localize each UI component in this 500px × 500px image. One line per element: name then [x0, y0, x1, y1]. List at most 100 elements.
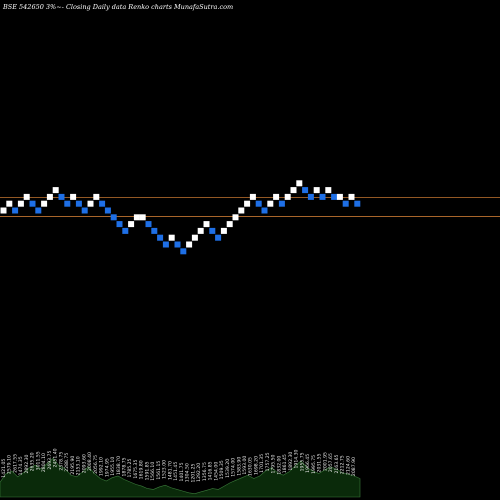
renko-brick-down	[75, 200, 82, 207]
renko-brick-up	[6, 200, 13, 207]
volume-label: 2378.75	[58, 452, 64, 471]
renko-brick-up	[232, 214, 239, 221]
renko-brick-down	[307, 193, 314, 200]
renko-brick-up	[284, 193, 291, 200]
renko-brick-down	[278, 200, 285, 207]
volume-label: 2056.75	[93, 455, 99, 474]
renko-brick-down	[145, 221, 152, 228]
volume-label: 1675.35	[133, 460, 139, 479]
renko-brick-up	[139, 214, 146, 221]
volume-labels: 1421.05 2579.10 2617.55 1474.35 2892.30 2635.…	[1, 448, 357, 482]
volume-label: 1561.15	[156, 461, 162, 480]
renko-brick-up	[220, 227, 227, 234]
volume-label: 1757.25	[265, 452, 271, 471]
volume-label: 3011.55	[35, 451, 41, 470]
renko-brick-up	[70, 193, 77, 200]
renko-brick-up	[325, 187, 332, 194]
volume-label: 2617.55	[12, 454, 18, 473]
renko-brick-down	[209, 227, 216, 234]
renko-brick-up	[313, 187, 320, 194]
renko-brick-up	[348, 193, 355, 200]
volume-label: 1454.00	[213, 462, 219, 481]
volume-label: 2163.65	[334, 454, 340, 473]
volume-label: 1416.85	[208, 461, 214, 480]
volume-label: 2579.10	[7, 455, 13, 474]
volume-label: 2124.60	[345, 456, 351, 475]
volume-area	[0, 457, 361, 498]
volume-label: 1630.05	[248, 457, 254, 476]
volume-label: 2693.75	[47, 451, 53, 470]
renko-brick-down	[122, 227, 129, 234]
volume-label: 1892.30	[288, 452, 294, 471]
volume-label: 1421.05	[1, 459, 7, 478]
volume-label: 1698.20	[253, 456, 259, 475]
renko-brick-down	[354, 200, 361, 207]
renko-brick-up	[93, 193, 100, 200]
volume-label: 2008.40	[87, 452, 93, 471]
volume-label: 1619.80	[139, 460, 145, 479]
renko-brick-up	[238, 207, 245, 214]
renko-brick-up	[23, 193, 30, 200]
renko-brick-down	[180, 248, 187, 255]
volume-label: 1995.75	[311, 455, 317, 474]
renko-brick-down	[215, 234, 222, 241]
renko-brick-down	[174, 241, 181, 248]
volume-label: 2451.40	[53, 448, 59, 467]
renko-brick-down	[342, 200, 349, 207]
volume-label: 1785.25	[127, 458, 133, 477]
volume-label: 1523.00	[162, 460, 168, 479]
renko-brick-down	[12, 207, 19, 214]
volume-label: 1304.50	[185, 463, 191, 482]
renko-brick-down	[255, 200, 262, 207]
renko-brick-down	[261, 207, 268, 214]
volume-label: 1914.30	[294, 449, 300, 468]
volume-label: 1992.10	[99, 457, 105, 476]
renko-brick-down	[331, 193, 338, 200]
renko-brick-up	[226, 221, 233, 228]
volume-label: 1509.35	[219, 460, 225, 479]
volume-label: 1955.75	[299, 452, 305, 471]
renko-brick-down	[151, 227, 158, 234]
renko-brick-up	[0, 207, 7, 214]
volume-label: 1481.70	[167, 461, 173, 480]
volume-label: 1474.35	[18, 456, 24, 475]
renko-brick-up	[296, 180, 303, 187]
renko-brick-down	[157, 234, 164, 241]
volume-label: 2153.10	[76, 456, 82, 475]
volume-label: 1451.45	[173, 462, 179, 481]
volume-label: 2635.20	[30, 452, 36, 471]
renko-brick-down	[110, 214, 117, 221]
volume-label: 1356.75	[202, 462, 208, 481]
renko-brick-down	[29, 200, 36, 207]
volume-label: 1966.45	[305, 454, 311, 473]
volume-label: 1832.00	[276, 456, 282, 475]
renko-brick-up	[87, 200, 94, 207]
volume-label: 1539.20	[225, 459, 231, 478]
renko-brick-up	[133, 214, 140, 221]
renko-brick-up	[186, 241, 193, 248]
renko-brick-up	[191, 234, 198, 241]
renko-brick-down	[302, 187, 309, 194]
volume-label: 2093.60	[81, 454, 87, 473]
volume-label: 1593.00	[242, 456, 248, 475]
volume-label: 1591.85	[144, 461, 150, 480]
renko-brick-up	[52, 187, 59, 194]
volume-label: 1292.20	[196, 463, 202, 482]
renko-brick-down	[319, 193, 326, 200]
chart-title: BSE 542650 3%~- Closing Daily data Renko…	[2, 3, 233, 11]
renko-brick-down	[35, 207, 42, 214]
renko-bricks	[0, 180, 361, 255]
renko-brick-up	[17, 200, 24, 207]
volume-label: 1974.95	[104, 458, 110, 477]
renko-brick-up	[336, 193, 343, 200]
renko-brick-down	[81, 207, 88, 214]
renko-brick-down	[64, 200, 71, 207]
volume-label: 1955.10	[110, 457, 116, 476]
renko-brick-up	[273, 193, 280, 200]
renko-brick-down	[58, 193, 65, 200]
volume-label: 1401.75	[179, 462, 185, 481]
volume-label: 2001.95	[322, 452, 328, 471]
volume-label: 2288.75	[64, 453, 70, 472]
